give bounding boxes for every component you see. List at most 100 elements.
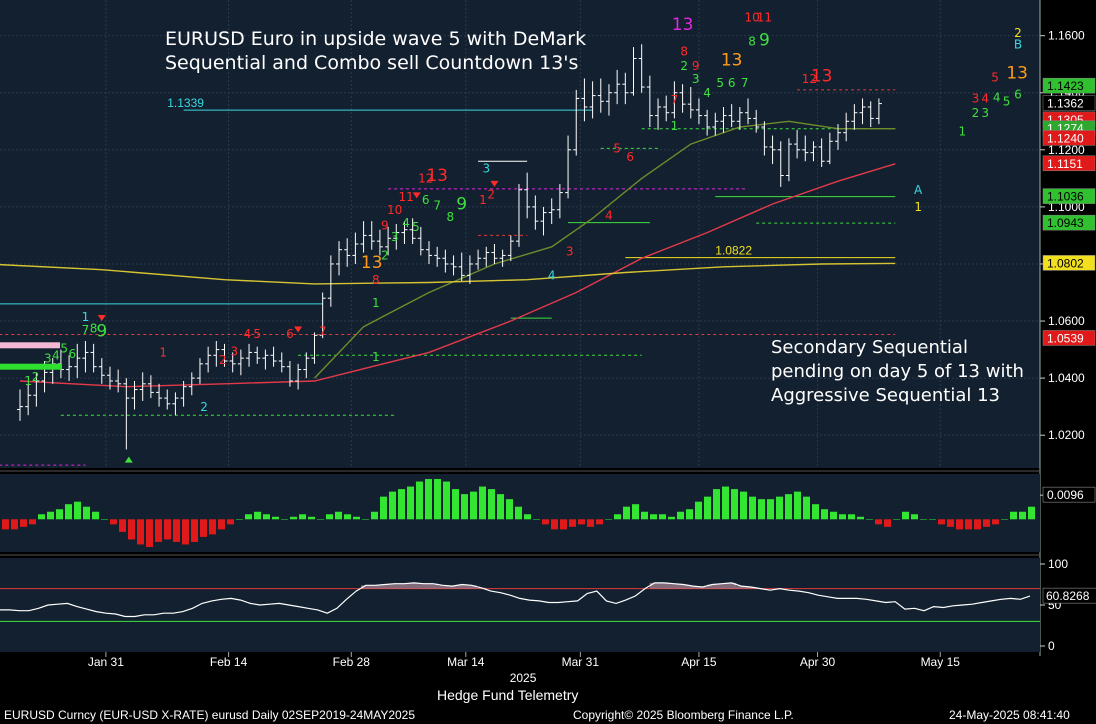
signal-arrow (490, 180, 499, 187)
moving-average-line (19, 163, 896, 388)
histogram-bar (839, 514, 846, 520)
td-count-label: 3 (230, 344, 238, 358)
histogram-bar (920, 519, 927, 520)
td-count-label: 8 (748, 35, 756, 49)
histogram-bar (128, 519, 135, 540)
td-count-label: 13 (1006, 63, 1028, 83)
histogram-bar (731, 489, 738, 520)
price-label-text: 1.0539 (1047, 331, 1084, 345)
x-tick-label: Jan 31 (88, 655, 124, 669)
histogram-bar (866, 519, 873, 520)
td-count-label: 9 (759, 31, 770, 51)
histogram-bar (596, 519, 603, 525)
x-tick-label: Apr 15 (681, 655, 717, 669)
histogram-bar (434, 479, 441, 520)
histogram-bar (659, 514, 666, 520)
histogram-bar (956, 519, 963, 530)
chart-title: EURUSD Euro in upside wave 5 with DeMark… (165, 28, 587, 74)
histogram-bar (758, 499, 765, 520)
signal-arrow (124, 456, 133, 463)
td-count-label: 7 (82, 323, 90, 337)
rsi-line (0, 582, 1031, 618)
histogram-bar (983, 519, 990, 527)
histogram-bar (182, 519, 189, 545)
footer-timestamp: 24-May-2025 08:41:40 (949, 708, 1070, 722)
histogram-bar (272, 516, 279, 520)
histogram-bar (218, 519, 225, 530)
td-count-label: 1 (479, 193, 487, 207)
td-count-label: 3 (981, 106, 989, 120)
histogram-bar (227, 519, 234, 525)
rsi-y-tick-label: 100 (1048, 557, 1068, 571)
td-count-label: 10 (387, 203, 402, 217)
histogram-bar (191, 519, 198, 542)
y-tick-label: 1.0600 (1048, 314, 1085, 328)
histogram-bar (938, 519, 945, 525)
price-label-box (1042, 130, 1096, 146)
histogram-bar (92, 511, 99, 520)
histogram-bar (641, 511, 648, 520)
td-count-label: 7 (671, 93, 679, 107)
histogram-bar (299, 514, 306, 520)
td-count-label: 1 (159, 346, 167, 360)
histogram-bar (722, 486, 729, 520)
histogram-bar (785, 494, 792, 520)
td-count-label: 6 (626, 150, 634, 164)
td-count-label: 6 (1014, 87, 1022, 101)
x-tick-label: Feb 28 (333, 655, 371, 669)
histogram-bar (560, 519, 567, 530)
histogram-bar (506, 499, 513, 520)
footer-copyright: Copyright© 2025 Bloomberg Finance L.P. (573, 708, 794, 722)
price-label-text: 1.0802 (1047, 256, 1084, 270)
td-count-label: A (914, 183, 923, 197)
histogram-bar (695, 501, 702, 520)
histogram-bar (749, 496, 756, 520)
td-count-label: 2 (972, 106, 980, 120)
x-tick-label: Mar 14 (447, 655, 485, 669)
td-count-label: 12 (418, 172, 433, 186)
histogram-bar (911, 514, 918, 520)
td-count-label: 2 (381, 249, 389, 263)
td-count-label: 3 (692, 72, 700, 86)
histogram-panel: 0.0096 (0, 474, 1096, 552)
td-count-label: 4 (548, 269, 556, 283)
histogram-bar (551, 519, 558, 530)
histogram-bar (668, 516, 675, 520)
histogram-bar (380, 496, 387, 520)
x-axis: Jan 31 Feb 14 Feb 28 Mar 14 Mar 31 Apr 15 Apr … (0, 470, 1040, 685)
histogram-bar (407, 486, 414, 520)
histogram-bar (893, 519, 900, 520)
signal-arrow (97, 315, 106, 322)
signal-arrow (294, 326, 303, 333)
histogram-bar (83, 506, 90, 520)
histogram-bar (245, 514, 252, 520)
td-count-label: 3 (44, 351, 52, 365)
price-label-text: 1.0943 (1047, 216, 1084, 230)
td-count-label: 4 (605, 209, 613, 223)
td-count-label: 8 (372, 273, 380, 287)
histogram-bar (524, 514, 531, 520)
price-label-box (1042, 77, 1096, 94)
y-tick-label: 1.1200 (1048, 143, 1085, 157)
td-count-label: 2 (680, 59, 688, 73)
hist-value-label: 0.0096 (1047, 488, 1084, 502)
histogram-bar (209, 519, 216, 535)
histogram-bar (515, 506, 522, 520)
histogram-bar (884, 519, 891, 527)
price-label-box (1042, 155, 1096, 172)
price-label-box (1042, 214, 1096, 231)
histogram-bar (200, 519, 207, 537)
histogram-bar (1028, 506, 1035, 520)
histogram-bar (542, 519, 549, 525)
moving-average-line (0, 262, 896, 285)
footer-ticker: EURUSD Curncy (EUR-USD X-RATE) eurusd Da… (4, 708, 416, 722)
histogram-bar (263, 514, 270, 520)
rsi-value-box (1042, 587, 1096, 604)
histogram-bar (875, 519, 882, 525)
td-count-label: 1 (372, 296, 380, 310)
level-value-label: 1.0822 (715, 244, 752, 258)
td-count-label: 2 (1014, 26, 1022, 40)
td-count-label: 5 (991, 70, 999, 84)
histogram-bar (164, 519, 171, 540)
